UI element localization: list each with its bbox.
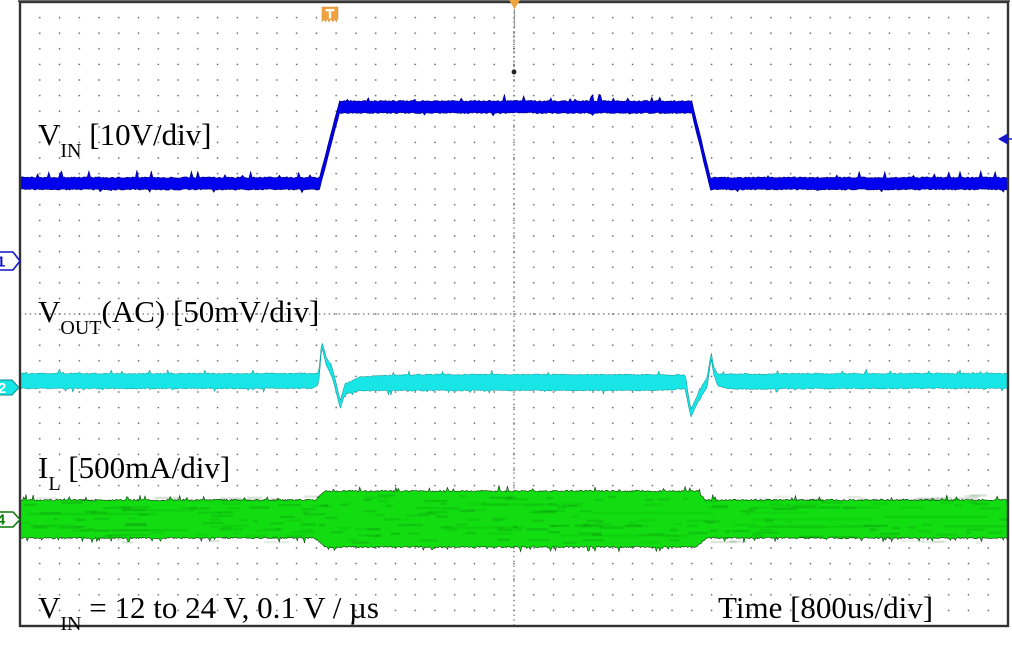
svg-text:4: 4	[0, 512, 6, 529]
svg-text:1: 1	[0, 254, 5, 271]
svg-text:2: 2	[0, 380, 6, 397]
